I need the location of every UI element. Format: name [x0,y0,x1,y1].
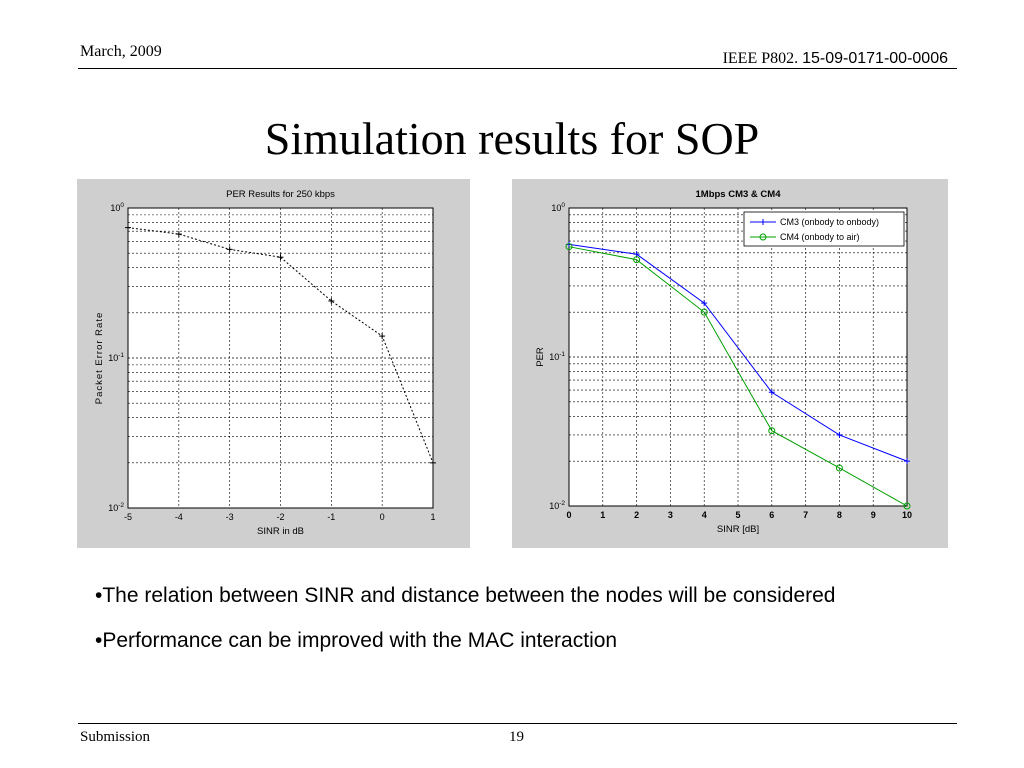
plot-frame [127,207,434,509]
header-doc-number: 15-09-0171-00-0006 [802,50,948,67]
x-tick-label: 0 [380,512,385,522]
legend-label: CM4 (onbody to air) [780,232,860,242]
x-tick-label: -3 [226,512,234,522]
x-tick-label: -5 [124,512,132,522]
data-point [768,427,776,435]
data-point [226,246,233,253]
legend [743,211,905,247]
data-point [700,308,708,316]
data-point [430,459,436,466]
data-point [903,502,911,510]
data-point [175,231,182,238]
header-date: March, 2009 [80,43,162,60]
y-tick-label: 10-1 [549,351,565,362]
series-line [568,243,908,462]
x-tick-label: 0 [566,510,571,520]
x-tick-label: 8 [837,510,842,520]
chart-title: 1Mbps CM3 & CM4 [696,189,782,200]
x-tick-label: -2 [276,512,284,522]
x-tick-label: 4 [702,510,707,520]
data-point [836,431,843,438]
data-point [277,254,284,261]
y-tick-label: 10-2 [549,500,565,511]
chart-panel-left: -5 -4 -3 -2 -1 0 1 100 10-1 10-2 PER Results for 2… [77,179,470,548]
x-tick-label: 10 [902,510,912,520]
x-tick-label: -4 [175,512,183,522]
data-point [768,389,775,396]
legend-label: CM3 (onbody to onbody) [780,217,879,227]
y-tick-label: 100 [110,202,124,213]
data-point [835,464,843,472]
bullet-item: •The relation between SINR and distance … [95,584,836,607]
x-tick-label: -1 [327,512,335,522]
data-point [633,256,641,264]
y-axis-label: Packet Error Rate [94,312,105,405]
x-tick-label: 7 [803,510,808,520]
series-line [568,246,908,507]
footer-submission: Submission [80,729,151,745]
x-tick-label: 9 [871,510,876,520]
data-point [328,297,335,304]
data-point [125,224,131,231]
data-point [904,458,910,465]
data-point [701,300,708,307]
x-axis-label: SINR in dB [257,526,304,537]
x-tick-label: 1 [600,510,605,520]
per-1mbps-chart: 0 1 2 3 4 5 6 7 8 9 10 100 10-1 10-2 1Mbps CM3 & CM4 SI… [535,189,912,535]
chart-panel-right: 0 1 2 3 4 5 6 7 8 9 10 100 10-1 10-2 1Mbps CM3 & CM4 SI… [512,179,948,548]
legend-marker [759,233,767,241]
bullet-list: •The relation between SINR and distance … [95,580,925,670]
chart-title: PER Results for 250 kbps [226,189,335,200]
header-org: IEEE P802. [722,50,799,67]
x-tick-label: 3 [668,510,673,520]
x-tick-label: 1 [430,512,435,522]
x-tick-label: 5 [735,510,740,520]
data-point [633,251,640,258]
slide-title: Simulation results for SOP [264,113,760,164]
footer-rule [78,723,957,724]
data-point [565,243,573,251]
y-tick-label: 10-2 [108,502,124,513]
y-tick-label: 10-1 [108,352,124,363]
x-tick-label: 2 [634,510,639,520]
per-250kbps-chart: -5 -4 -3 -2 -1 0 1 100 10-1 10-2 PER Results for 2… [94,189,436,537]
data-point [379,333,386,340]
header-rule [78,68,957,69]
y-axis-label: PER [535,347,546,367]
header-doc-id: IEEE P802. 15-09-0171-00-0006 [723,50,948,68]
bullet-item: •Performance can be improved with the MA… [95,629,618,652]
x-axis-label: SINR [dB] [717,524,759,535]
y-tick-label: 100 [551,202,565,213]
page-number: 19 [509,729,524,745]
x-tick-label: 6 [769,510,774,520]
plot-frame [568,207,908,507]
